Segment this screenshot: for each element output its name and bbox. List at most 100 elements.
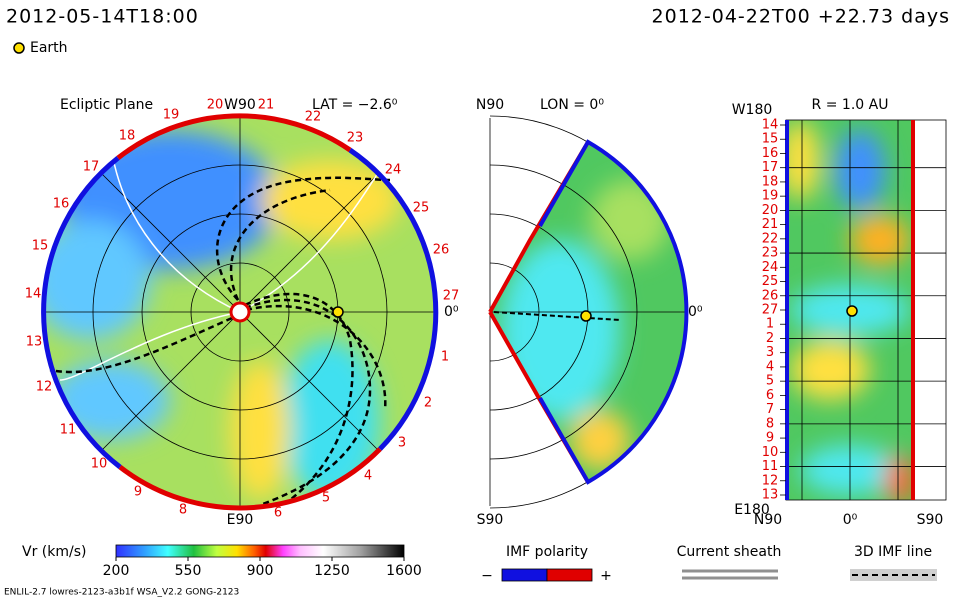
carrington-label: 14 [25,287,42,302]
row-label: 13 [762,488,779,503]
ecliptic-right: 0⁰ [444,304,459,320]
mer-top: N90 [476,97,504,113]
carrington-label: 1 [441,350,449,365]
row-label: 20 [762,203,779,218]
carrington-label: 20 [207,98,224,113]
carrington-label: 5 [322,491,330,506]
carrington-label: 4 [364,469,372,484]
carrington-label: 19 [163,108,180,123]
meridional-rim [538,139,689,485]
carrington-label: 3 [398,436,406,451]
imf-label: IMF polarity [506,544,588,560]
carrington-label: 25 [413,201,430,216]
ecliptic-bottom: E90 [227,512,254,528]
row-label: 15 [762,132,779,147]
earth-marker-rad [846,305,858,317]
ecliptic-rim [41,113,439,511]
carrington-label: 10 [91,457,108,472]
carrington-label: 11 [60,423,77,438]
rad-title: R = 1.0 AU [812,97,889,113]
earth-label: Earth [30,40,68,56]
colorbar-tick-label: 550 [175,563,202,579]
colorbar-tick-label: 900 [247,563,274,579]
carrington-label: 18 [119,129,136,144]
rad-x-left: N90 [754,512,782,528]
row-label: 8 [766,416,774,431]
row-label: 21 [762,217,779,232]
row-label: 12 [762,473,779,488]
imf-line-label: 3D IMF line [854,544,932,560]
imf-minus: − [481,568,493,584]
row-label: 4 [766,359,774,374]
colorbar-tick-label: 1250 [314,563,350,579]
colorbar [115,544,405,558]
carrington-label: 2 [424,396,432,411]
carrington-label: 21 [258,98,275,113]
imf-plus: + [600,568,612,584]
time-right: 2012-04-22T00 +22.73 days [652,6,950,28]
ecliptic-title: Ecliptic Plane [60,97,153,113]
row-label: 14 [762,118,779,133]
row-label: 3 [766,345,774,360]
carrington-label: 26 [433,243,450,258]
carrington-label: 9 [134,485,142,500]
radial-rows: 1415161718192021222324252627123456789101… [762,118,786,503]
meridional-imf [493,311,621,321]
rad-top: W180 [732,102,773,118]
footer: ENLIL-2.7 lowres-2123-a3b1f WSA_V2.2 GON… [4,588,239,598]
carrington-label: 6 [274,506,282,521]
colorbar-tick-label: 1600 [386,563,422,579]
sheath-label: Current sheath [677,544,782,560]
row-label: 7 [766,402,774,417]
rad-x-right: S90 [917,512,944,528]
row-label: 11 [762,459,779,474]
carrington-label: 15 [32,239,49,254]
row-label: 25 [762,274,779,289]
row-label: 5 [766,374,774,389]
carrington-label: 12 [36,380,53,395]
mer-right: 0⁰ [688,304,703,320]
rad-x-mid: 0⁰ [843,512,858,528]
sun [229,301,251,323]
row-label: 9 [766,431,774,446]
row-label: 1 [766,317,774,332]
colorbar-ticks: 200 550 900 1250 1600 [103,557,422,579]
carrington-label: 24 [385,163,402,178]
row-label: 2 [766,331,774,346]
row-label: 19 [762,189,779,204]
mer-bottom: S90 [477,512,504,528]
earth-marker-mer [580,310,592,322]
row-label: 23 [762,246,779,261]
carrington-label: 17 [83,160,100,175]
row-label: 17 [762,160,779,175]
carrington-label: 27 [443,289,460,304]
row-label: 22 [762,231,779,246]
carrington-label: 22 [305,110,322,125]
carrington-label: 16 [53,197,70,212]
row-label: 24 [762,260,779,275]
carrington-label: 23 [347,131,364,146]
rad-bottom: E180 [734,502,770,518]
colorbar-tick-label: 200 [103,563,130,579]
row-label: 6 [766,388,774,403]
ecliptic-contours [59,139,381,381]
carrington-label: 13 [26,335,43,350]
carrington-label: 8 [179,503,187,518]
row-label: 18 [762,174,779,189]
imf-negative [501,568,548,582]
imf-positive [546,568,593,582]
colorbar-label: Vr (km/s) [22,544,86,560]
row-label: 27 [762,303,779,318]
time-left: 2012-05-14T18:00 [6,6,199,28]
row-label: 16 [762,146,779,161]
earth-icon [13,42,25,54]
ecliptic-lat: LAT = −2.6⁰ [312,97,398,113]
ecliptic-top: W90 [224,97,256,113]
earth-marker [332,306,344,318]
radial-grid [785,119,947,501]
row-label: 10 [762,445,779,460]
row-label: 26 [762,288,779,303]
imf-lines [49,176,391,507]
